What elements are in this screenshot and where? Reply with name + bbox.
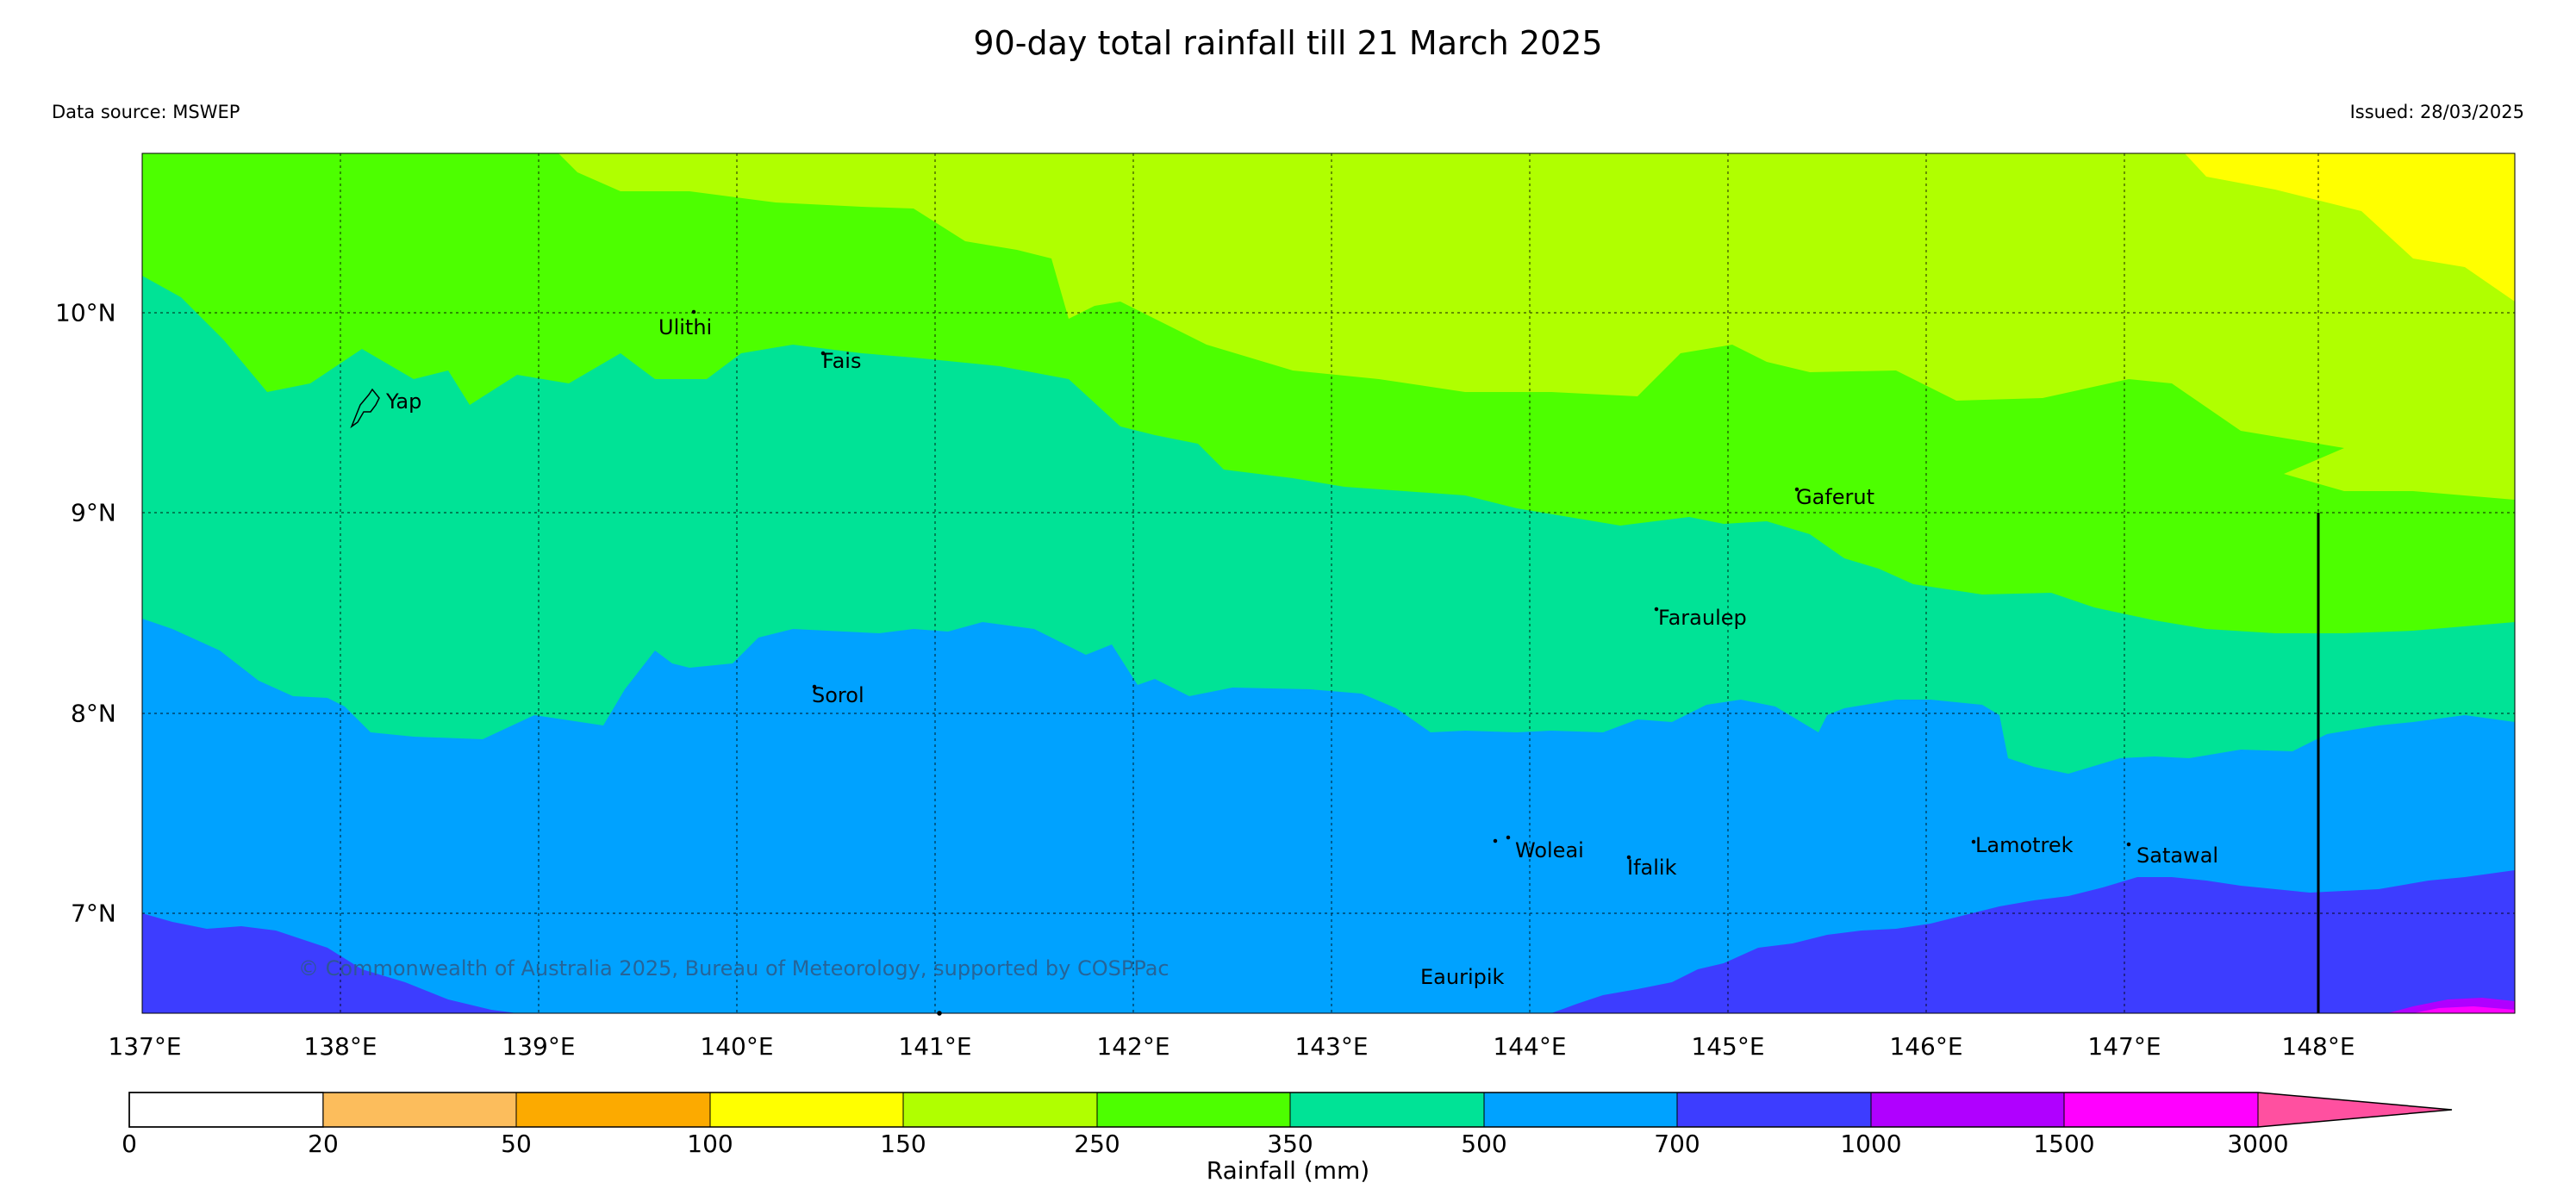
copyright-notice: © Commonwealth of Australia 2025, Bureau… (298, 956, 1169, 980)
lon-label-140e: 140°E (700, 1032, 774, 1061)
colorbar-tick-250: 250 (1074, 1130, 1120, 1158)
lon-label-143e: 143°E (1294, 1032, 1369, 1061)
place-fais: Fais (822, 349, 862, 373)
place-satawal: Satawal (2136, 844, 2219, 868)
place-yap: Yap (386, 389, 422, 414)
lon-label-137e: 137°E (108, 1032, 182, 1061)
colorbar-tick-150: 150 (880, 1130, 926, 1158)
place-sorol: Sorol (812, 683, 864, 707)
map-frame (141, 153, 2516, 1014)
issued-date-label: Issued: 28/03/2025 (2349, 102, 2524, 122)
colorbar-tick-3000: 3000 (2227, 1130, 2289, 1158)
colorbar-label: Rainfall (mm) (1206, 1156, 1370, 1185)
place-ifalik: Ifalik (1627, 856, 1677, 880)
lon-label-144e: 144°E (1493, 1032, 1567, 1061)
lat-label-7n: 7°N (71, 899, 116, 928)
lon-label-141e: 141°E (898, 1032, 972, 1061)
colorbar-tick-1000: 1000 (1840, 1130, 1902, 1158)
lon-label-145e: 145°E (1691, 1032, 1765, 1061)
lon-label-142e: 142°E (1096, 1032, 1170, 1061)
rainfall-contours (142, 153, 2515, 1013)
island-outlines (350, 309, 2131, 1016)
colorbar-tick-1500: 1500 (2033, 1130, 2095, 1158)
lon-label-138e: 138°E (303, 1032, 377, 1061)
colorbar (128, 1092, 2453, 1128)
lon-label-139e: 139°E (502, 1032, 576, 1061)
colorbar-tick-700: 700 (1654, 1130, 1700, 1158)
lat-label-10n: 10°N (55, 298, 116, 327)
lat-label-9n: 9°N (71, 498, 116, 527)
colorbar-tick-20: 20 (308, 1130, 339, 1158)
colorbar-tick-500: 500 (1461, 1130, 1507, 1158)
lon-label-146e: 146°E (1889, 1032, 1963, 1061)
place-woleai: Woleai (1515, 838, 1584, 862)
band-700-1000 (142, 913, 517, 1013)
place-faraulep: Faraulep (1658, 606, 1747, 630)
place-gaferut: Gaferut (1796, 485, 1875, 509)
colorbar-tick-0: 0 (122, 1130, 137, 1158)
band-100-150 (2185, 153, 2515, 302)
place-eauripik: Eauripik (1420, 965, 1505, 989)
colorbar-tick-100: 100 (687, 1130, 733, 1158)
map-title: 90-day total rainfall till 21 March 2025 (973, 24, 1603, 62)
data-source-label: Data source: MSWEP (52, 102, 240, 122)
lat-label-8n: 8°N (71, 699, 116, 728)
band-700-1000-east (1551, 870, 2515, 1013)
place-lamotrek: Lamotrek (1975, 833, 2074, 857)
lon-label-148e: 148°E (2281, 1032, 2355, 1061)
colorbar-tick-50: 50 (501, 1130, 532, 1158)
lon-label-147e: 147°E (2087, 1032, 2161, 1061)
band-500-700 (142, 619, 2515, 1013)
place-ulithi: Ulithi (658, 315, 713, 339)
band-1500-3000 (2413, 1006, 2515, 1013)
colorbar-tick-350: 350 (1267, 1130, 1313, 1158)
